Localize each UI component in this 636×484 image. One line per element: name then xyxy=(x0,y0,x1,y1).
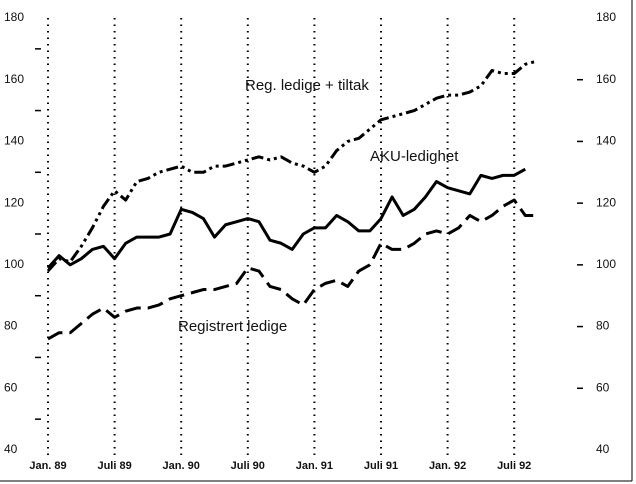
x-tick-label: Jan. 91 xyxy=(296,460,333,472)
y-tick-label: 120 xyxy=(4,195,24,209)
y-tick-label: 180 xyxy=(4,10,24,24)
x-tick-label: Juli 89 xyxy=(97,460,131,472)
y-tick-label: 40 xyxy=(4,442,18,456)
y2-tick-label: 180 xyxy=(596,10,616,24)
y2-tick-label: 140 xyxy=(596,134,616,148)
x-tick-label: Juli 91 xyxy=(364,460,398,472)
x-tick-label: Jan. 92 xyxy=(429,460,466,472)
y2-tick-label: 100 xyxy=(596,257,616,271)
y2-tick-label: 60 xyxy=(596,380,610,394)
line-series xyxy=(46,167,527,269)
y2-tick-label: 80 xyxy=(596,319,610,333)
line-series xyxy=(47,198,537,341)
annotation: Registrert ledige xyxy=(178,318,287,335)
y-tick-label: 100 xyxy=(4,257,24,271)
x-tick-label: Juli 92 xyxy=(497,460,531,472)
y-tick-label: 60 xyxy=(4,380,18,394)
y2-tick-label: 120 xyxy=(596,195,616,209)
x-tick-label: Jan. 90 xyxy=(163,460,200,472)
x-tick-label: Juli 90 xyxy=(231,460,265,472)
y2-tick-label: 40 xyxy=(596,442,610,456)
y-tick-label: 160 xyxy=(4,72,24,86)
annotation: AKU-ledighet xyxy=(370,148,459,165)
y-tick-label: 140 xyxy=(4,134,24,148)
y-tick-label: 80 xyxy=(4,319,18,333)
y2-tick-label: 160 xyxy=(596,72,616,86)
x-tick-label: Jan. 89 xyxy=(29,460,66,472)
annotation: Reg. ledige + tiltak xyxy=(245,77,369,94)
